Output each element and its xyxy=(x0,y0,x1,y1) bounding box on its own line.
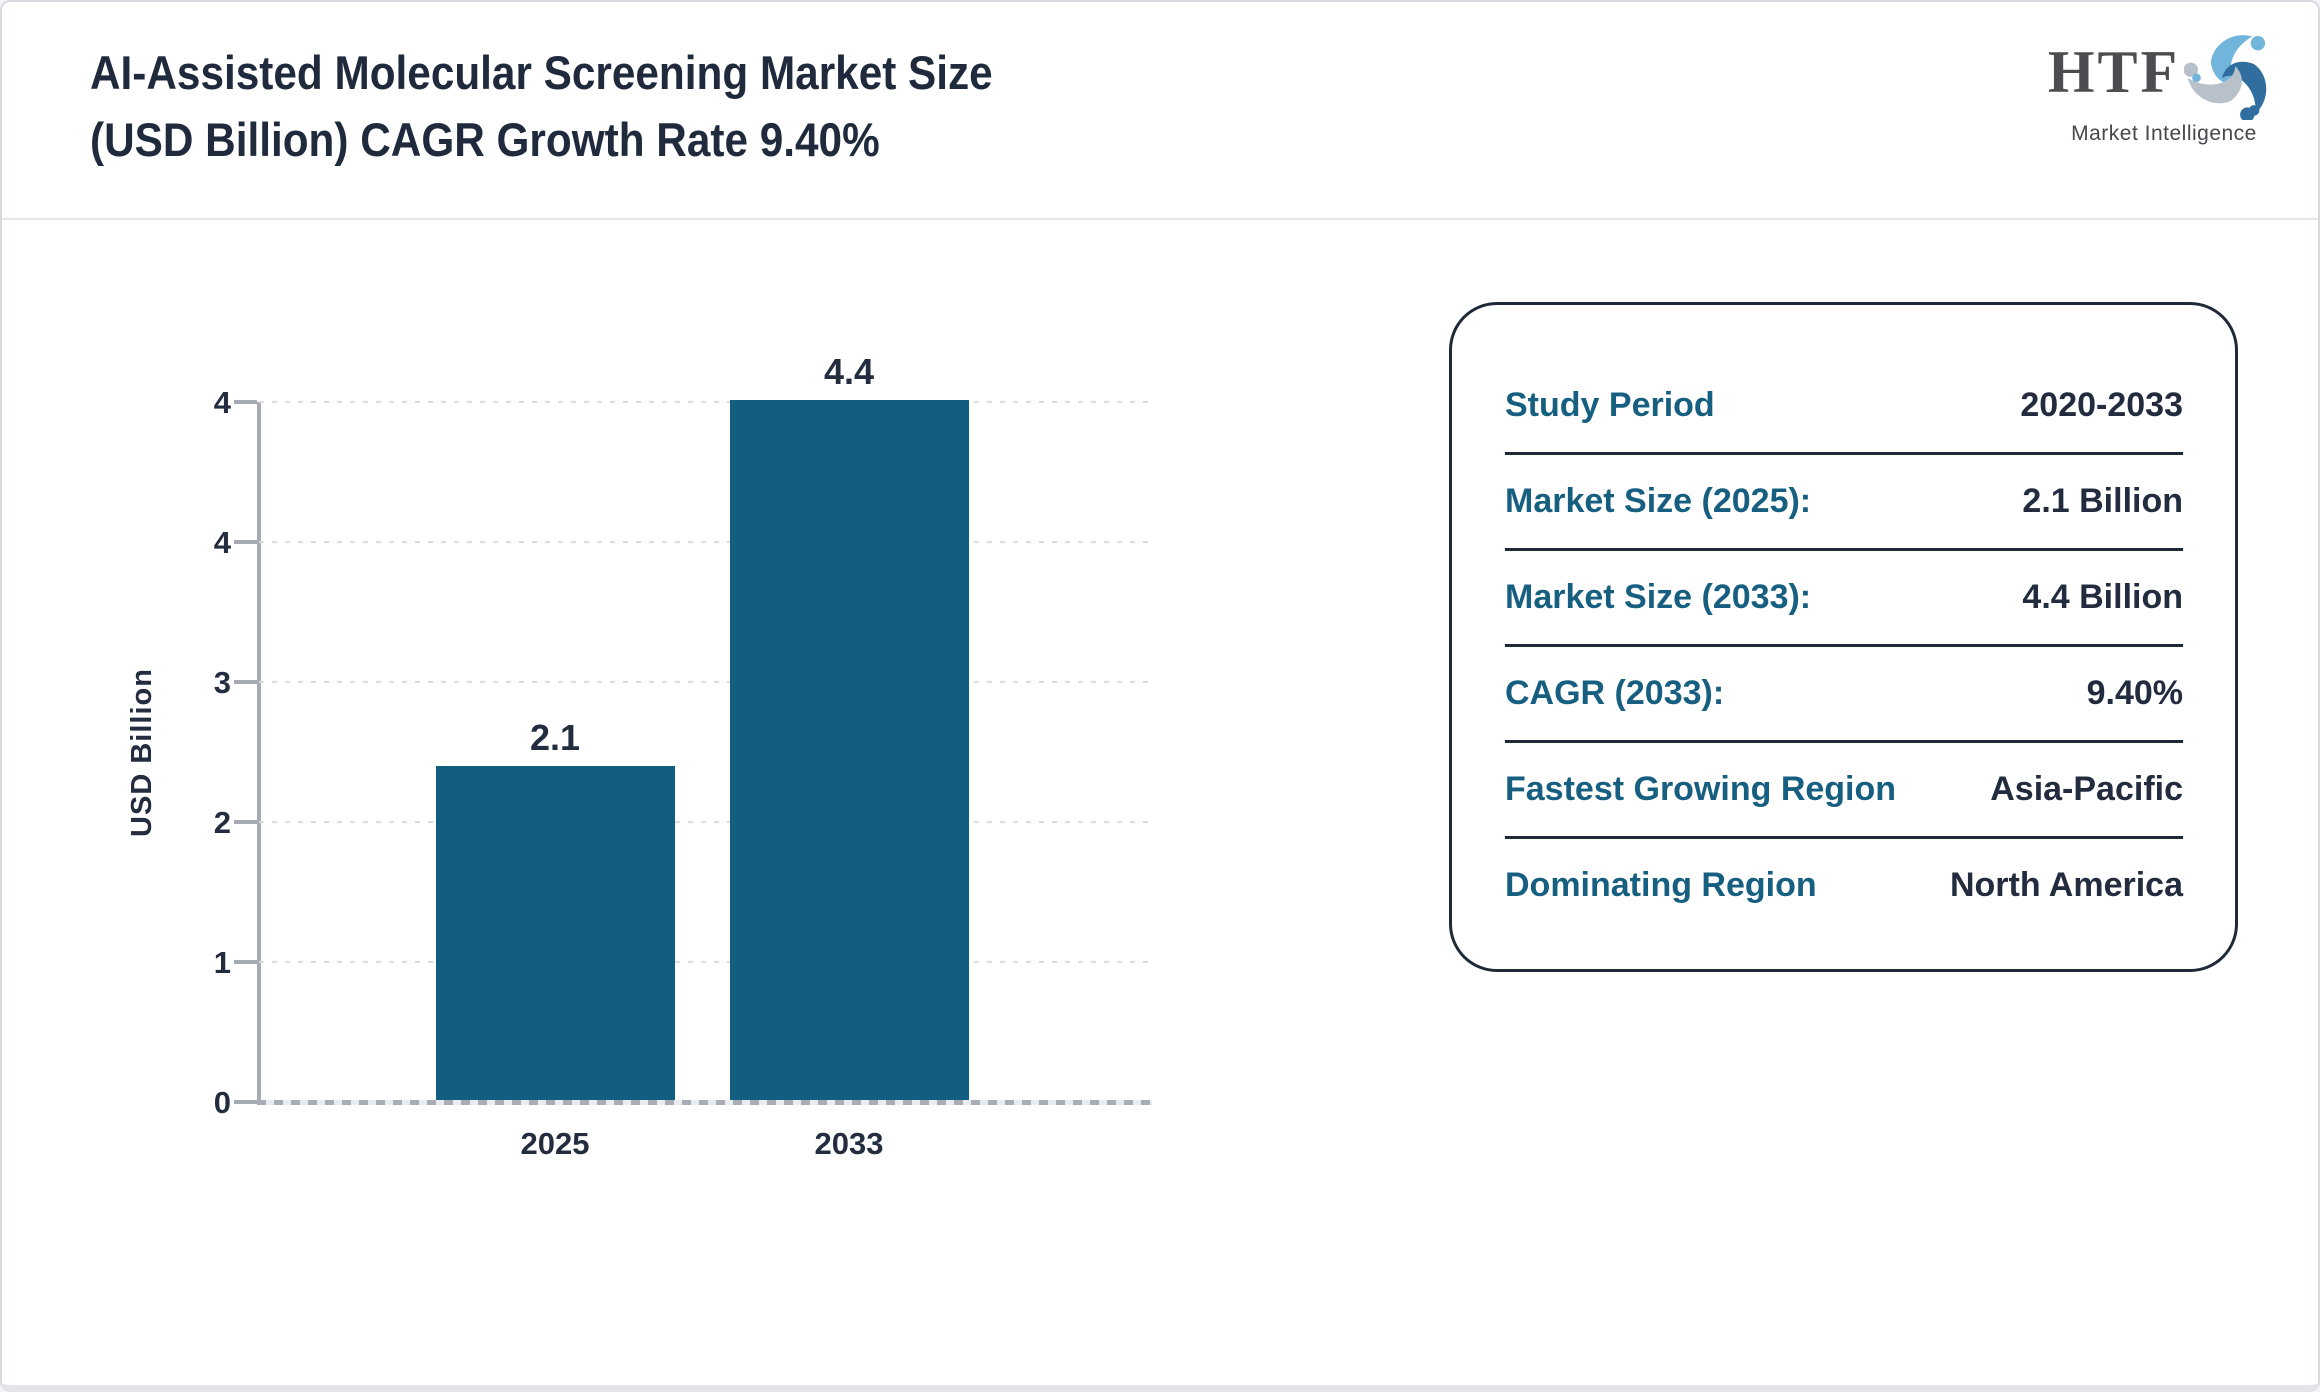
info-row-value: 9.40% xyxy=(2086,674,2183,712)
logo-text: HTF xyxy=(2047,39,2181,105)
info-row: Market Size (2025): 2.1 Billion xyxy=(1505,455,2183,551)
y-tick-label: 3 xyxy=(213,665,231,700)
info-row-label: Study Period xyxy=(1505,386,1715,424)
info-row: Market Size (2033): 4.4 Billion xyxy=(1505,551,2183,647)
bar-2025 xyxy=(435,766,675,1100)
info-row-label: Market Size (2033): xyxy=(1505,578,1812,616)
y-tick-mark xyxy=(234,540,257,544)
header-divider xyxy=(2,218,2318,220)
y-tick-mark xyxy=(234,680,257,684)
y-tick-label: 4 xyxy=(213,385,231,420)
y-axis-title: USD Billion xyxy=(125,667,158,837)
info-row-label: Dominating Region xyxy=(1505,866,1817,904)
x-tick-label: 2033 xyxy=(814,1126,884,1161)
y-tick-label: 4 xyxy=(213,525,231,560)
info-row-label: CAGR (2033): xyxy=(1505,674,1725,712)
swirl-icon xyxy=(2184,35,2267,120)
info-row-label: Market Size (2025): xyxy=(1505,482,1812,520)
page-title: AI-Assisted Molecular Screening Market S… xyxy=(90,40,993,173)
bar-value-label: 4.4 xyxy=(823,351,875,392)
y-tick-mark xyxy=(234,1100,257,1104)
info-row: Fastest Growing Region Asia-Pacific xyxy=(1505,743,2183,839)
y-tick-mark xyxy=(234,400,257,404)
y-axis-line xyxy=(257,402,261,1104)
info-row-value: 4.4 Billion xyxy=(2022,578,2183,616)
gridline xyxy=(259,401,1152,403)
plot-area: 0 1 2 3 4 4 2.1 2025 4.4 2033 xyxy=(214,354,1152,1159)
info-row-value: Asia-Pacific xyxy=(1990,770,2183,808)
page-title-line2: (USD Billion) CAGR Growth Rate 9.40% xyxy=(90,112,880,166)
y-tick-label: 0 xyxy=(213,1085,231,1120)
y-tick-label: 1 xyxy=(213,945,231,980)
info-row: Study Period 2020-2033 xyxy=(1505,359,2183,455)
info-row-value: 2020-2033 xyxy=(2020,386,2183,424)
bar-value-label: 2.1 xyxy=(529,717,581,758)
page-title-line1: AI-Assisted Molecular Screening Market S… xyxy=(90,46,993,99)
logo-subtext: Market Intelligence xyxy=(2071,122,2257,145)
summary-card-content: Study Period 2020-2033 Market Size (2025):… xyxy=(1505,359,2183,932)
htf-logo: HTF Market Intelligence xyxy=(2044,24,2284,146)
info-row-value: 2.1 Billion xyxy=(2022,482,2183,520)
gridline xyxy=(259,541,1152,543)
x-axis-line xyxy=(257,1100,1152,1105)
gridline xyxy=(259,681,1152,683)
info-row-label: Fastest Growing Region xyxy=(1505,770,1897,808)
y-tick-label: 2 xyxy=(213,805,231,840)
info-row-value: North America xyxy=(1949,866,2183,904)
info-row: CAGR (2033): 9.40% xyxy=(1505,647,2183,743)
gridline xyxy=(259,961,1152,963)
x-tick-label: 2025 xyxy=(520,1126,590,1161)
gridline xyxy=(259,821,1152,823)
summary-card: Study Period 2020-2033 Market Size (2025):… xyxy=(1449,302,2238,972)
y-tick-mark xyxy=(234,820,257,824)
y-tick-mark xyxy=(234,960,257,964)
bar-2033 xyxy=(729,400,969,1100)
info-row: Dominating Region North America xyxy=(1505,839,2183,932)
